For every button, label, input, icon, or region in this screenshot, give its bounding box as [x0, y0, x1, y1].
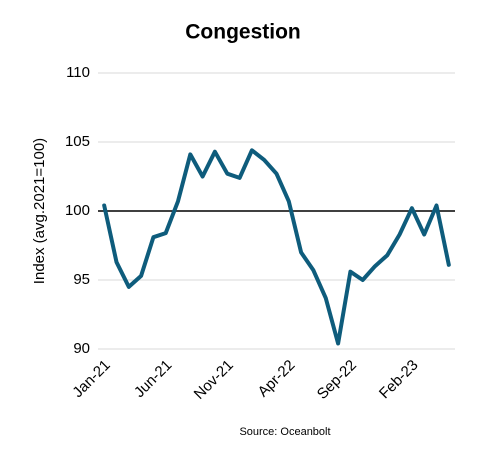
- x-tick-label: Nov-21: [191, 357, 237, 403]
- y-tick-label: 90: [73, 340, 90, 357]
- data-line: [102, 148, 451, 346]
- x-tick-label: Sep-22: [314, 357, 360, 403]
- y-tick-label: 105: [65, 133, 90, 150]
- y-axis-label: Index (avg.2021=100): [31, 138, 48, 284]
- x-tick-label: Feb-23: [376, 357, 422, 403]
- x-tick-label: Jan-21: [69, 357, 113, 401]
- y-tick-label: 110: [66, 64, 90, 81]
- chart-title: Congestion: [185, 21, 301, 44]
- source: Source: Oceanbolt: [239, 426, 330, 438]
- y-tick-label: 95: [73, 271, 90, 288]
- x-tick-label: Jun-21: [131, 357, 175, 401]
- y-tick-label: 100: [65, 202, 90, 219]
- x-tick-label: Apr-22: [255, 357, 299, 401]
